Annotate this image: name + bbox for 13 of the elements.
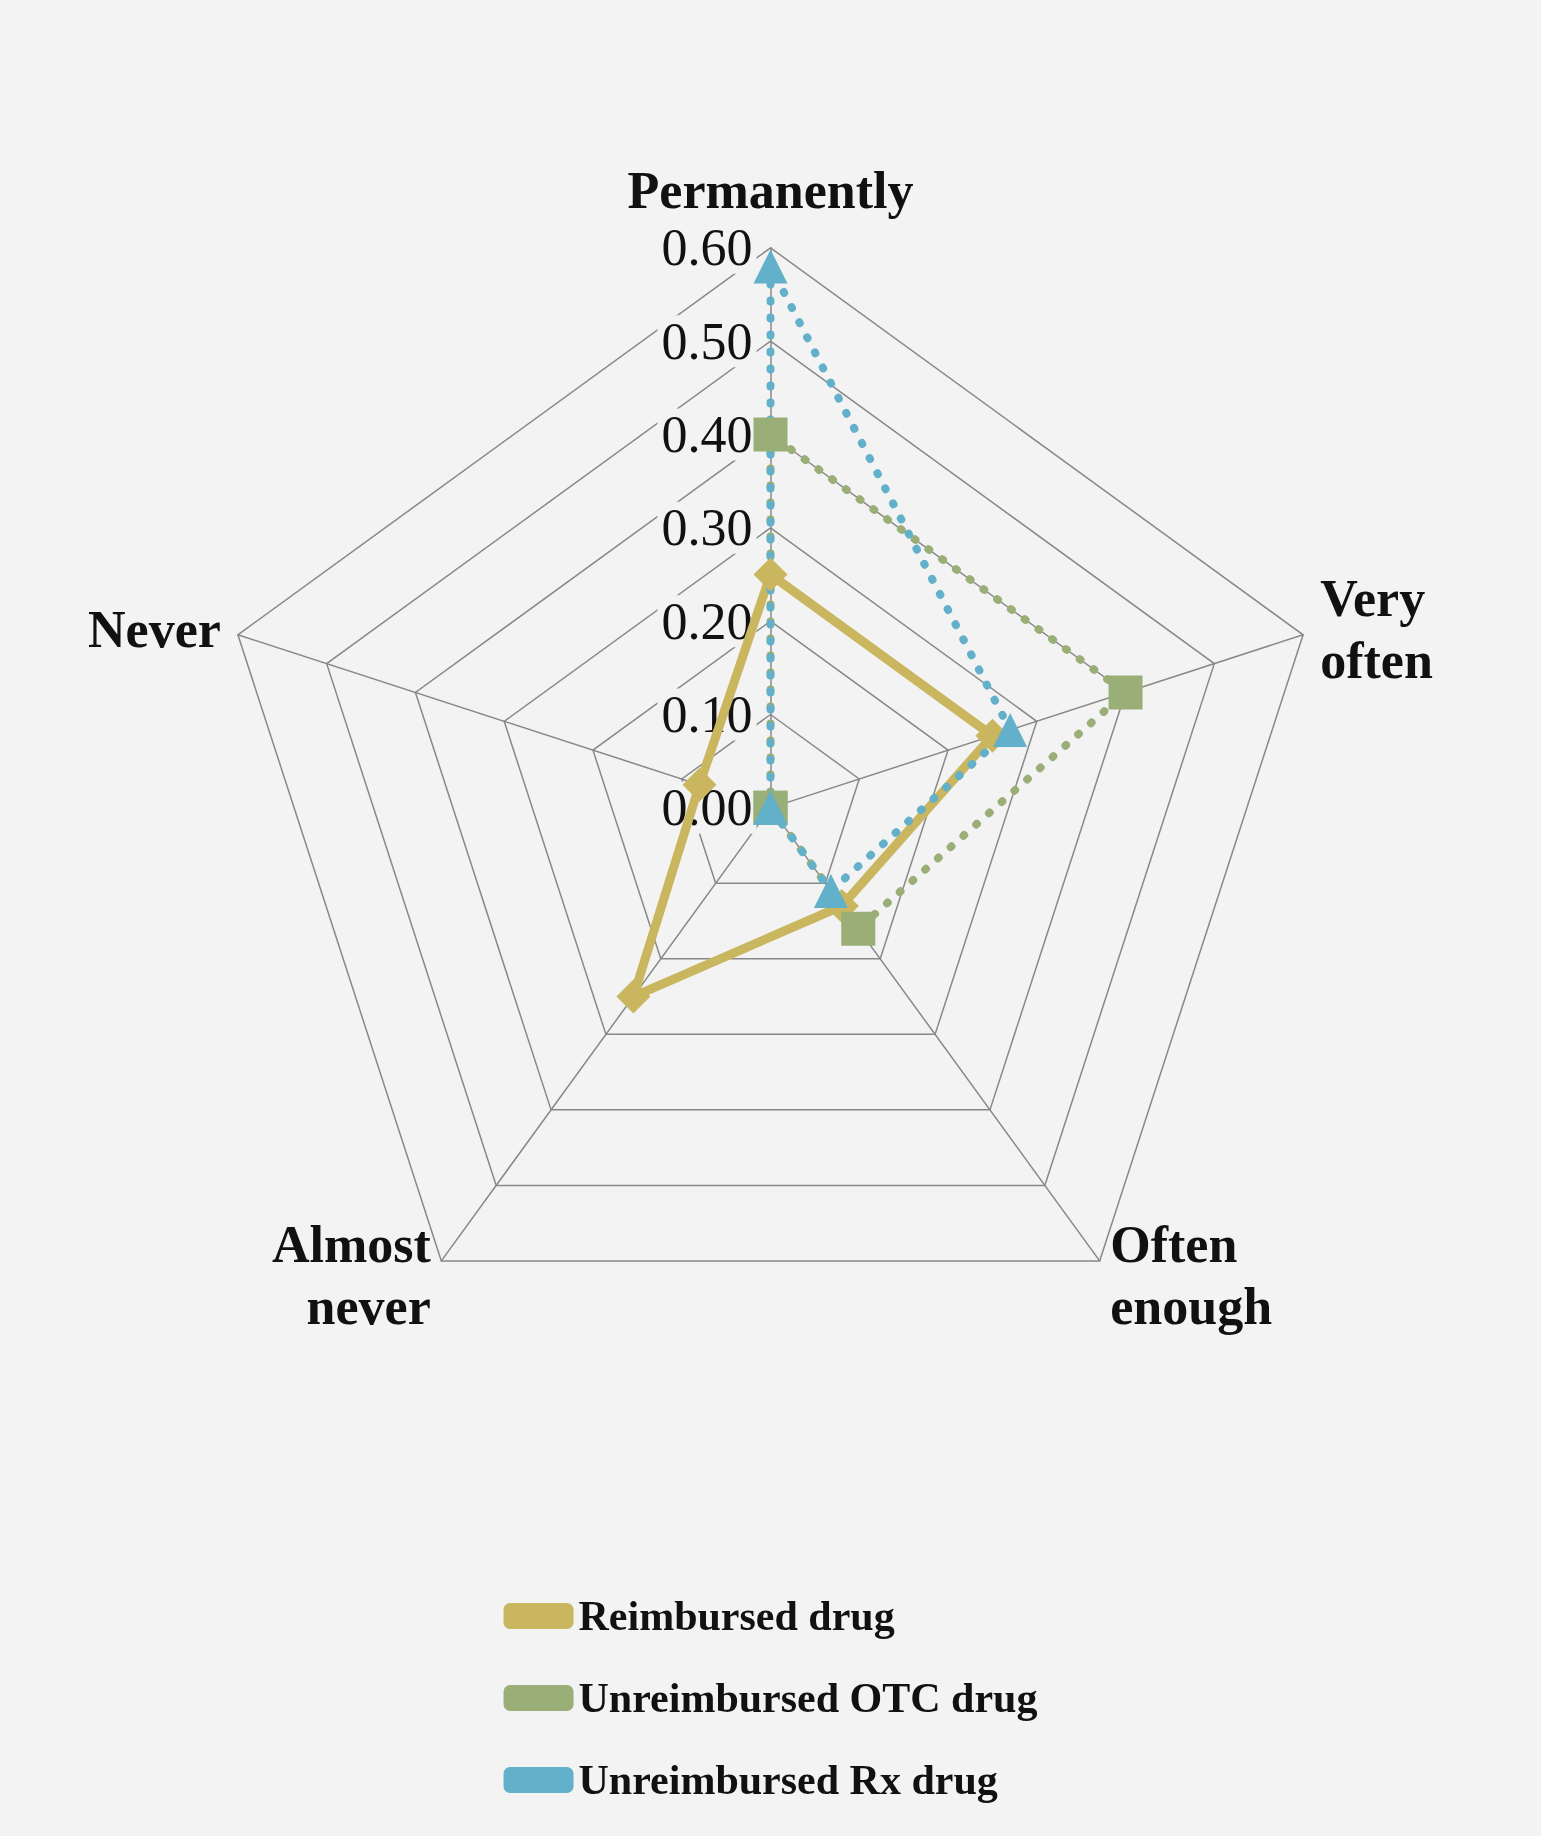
spoke-label: Often enough [1110, 1215, 1273, 1335]
y-tick-label: 0.60 [661, 219, 753, 277]
spoke-label: Very often [1320, 569, 1433, 689]
y-tick-label: 0.30 [661, 499, 753, 557]
spoke-label: Never [87, 600, 221, 658]
legend-label: Unreimbursed Rx drug [578, 1757, 998, 1803]
legend-label: Reimbursed drug [578, 1593, 895, 1639]
y-tick-label: 0.20 [661, 592, 753, 650]
spoke-label: Almost never [271, 1215, 432, 1335]
y-tick-label: 0.40 [661, 406, 753, 464]
spoke-label: Permanently [627, 162, 914, 220]
y-tick-label: 0.50 [661, 312, 753, 370]
legend-label: Unreimbursed OTC drug [578, 1675, 1038, 1721]
